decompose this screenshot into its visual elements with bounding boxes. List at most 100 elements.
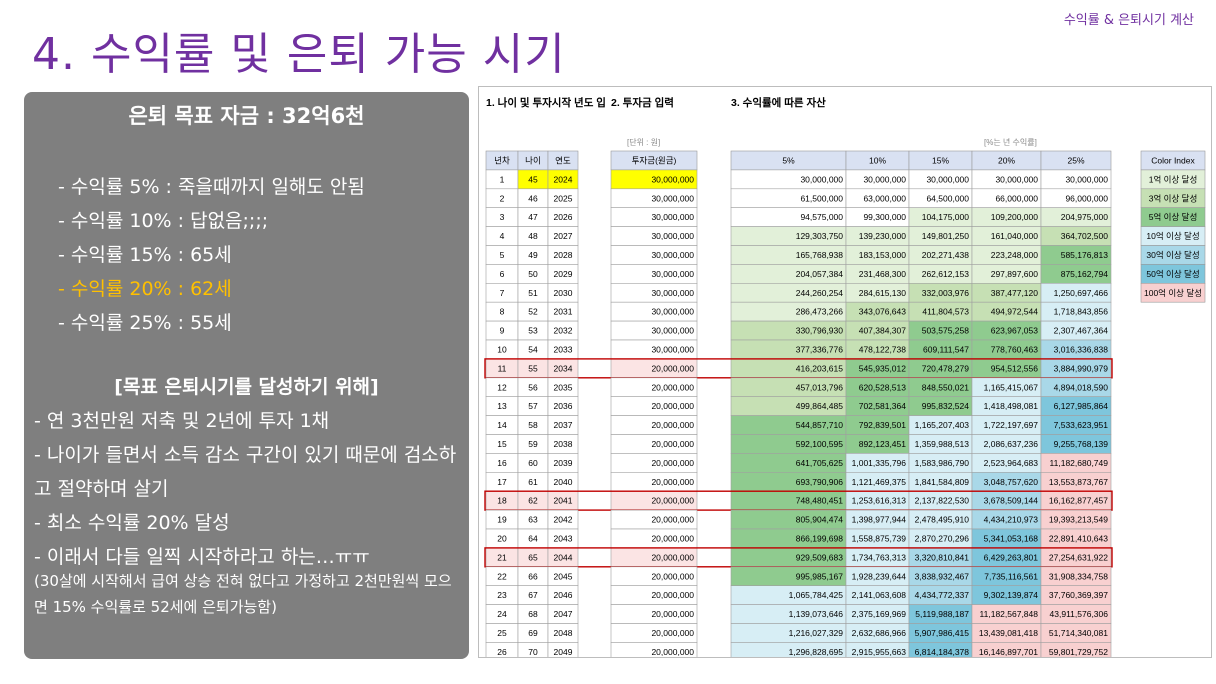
cell-value: 14: [497, 420, 507, 430]
cell-value: 2031: [554, 307, 573, 317]
cell-value: 4: [500, 231, 505, 241]
cell-value: 2034: [554, 363, 573, 373]
cell-value: 5,119,988,187: [915, 609, 969, 619]
cell-value: 995,832,524: [922, 401, 970, 411]
cell-value: 223,248,000: [991, 250, 1039, 260]
cell-value: 63: [528, 515, 538, 525]
cell-value: 30,000,000: [651, 326, 694, 336]
cell-value: 11: [498, 363, 507, 373]
cell-value: 2028: [554, 250, 573, 260]
cell-value: 1,841,584,809: [915, 477, 970, 487]
cell-value: 51,714,340,081: [1049, 628, 1108, 638]
cell-value: 2,307,467,364: [1054, 326, 1109, 336]
cell-value: 20,000,000: [651, 363, 694, 373]
cell-value: 129,303,750: [796, 231, 844, 241]
cell-value: 16,146,897,701: [979, 647, 1038, 657]
cell-value: 1,139,073,646: [789, 609, 844, 619]
header-label: 20%: [998, 155, 1015, 165]
cell-value: 1,722,197,697: [984, 420, 1039, 430]
cell-value: 67: [528, 590, 538, 600]
cell-value: 13,553,873,767: [1049, 477, 1108, 487]
cell-value: 68: [528, 609, 538, 619]
asset-table: 년차 나이 연도 투자금(원금) 5% 10% 15% 20% 25%1 45 2024 30,000…: [484, 150, 1206, 657]
cell-value: 30,000,000: [1065, 174, 1108, 184]
cell-value: 70: [528, 647, 538, 657]
cell-value: 66,000,000: [995, 193, 1038, 203]
cell-value: 16,162,877,457: [1049, 496, 1108, 506]
cell-value: 4,434,210,973: [984, 515, 1039, 525]
cell-value: 620,528,513: [859, 382, 907, 392]
cell-value: 545,935,012: [859, 363, 907, 373]
cell-value: 20,000,000: [651, 496, 694, 506]
cell-value: 43,911,576,306: [1050, 609, 1109, 619]
cell-value: 1,928,239,644: [852, 571, 907, 581]
legend-swatch: [1140, 283, 1206, 303]
cell-value: 623,967,053: [991, 326, 1039, 336]
cell-value: 20,000,000: [651, 552, 694, 562]
cell-value: 65: [528, 552, 538, 562]
cell-value: 12: [497, 382, 507, 392]
legend-label: 3억 이상 달성: [1149, 193, 1198, 203]
cell-value: 3: [500, 212, 505, 222]
sheet-section-1: 1. 나이 및 투자시작 년도 입: [486, 97, 606, 109]
action-item: - 나이가 들면서 소득 감소 구간이 있기 때문에 검소하고 절약하며 살기: [34, 444, 457, 500]
cell-value: 2047: [554, 609, 573, 619]
legend-label: 100억 이상 달성: [1144, 288, 1202, 298]
cell-value: 5: [500, 250, 505, 260]
header-label: 투자금(원금): [632, 155, 677, 165]
cell-value: 1: [500, 174, 505, 184]
cell-value: 2,137,822,530: [915, 496, 970, 506]
cell-value: 62: [528, 496, 538, 506]
cell-value: 1,359,988,513: [915, 439, 970, 449]
cell-value: 503,575,258: [922, 326, 970, 336]
cell-value: 7: [500, 288, 505, 298]
cell-value: 2032: [554, 326, 573, 336]
retirement-goal: 은퇴 목표 자금 : 32억6천: [128, 104, 365, 128]
cell-value: 8: [500, 307, 505, 317]
cell-value: 2046: [554, 590, 573, 600]
cell-value: 1,250,697,466: [1054, 288, 1109, 298]
cell-value: 13: [497, 401, 507, 411]
cell-value: 2,375,169,969: [852, 609, 907, 619]
cell-value: 30,000,000: [651, 344, 694, 354]
action-item: - 연 3천만원 저축 및 2년에 투자 1채: [34, 410, 330, 432]
cell-value: 1,734,763,313: [852, 552, 907, 562]
cell-value: 6,127,985,864: [1054, 401, 1109, 411]
rate-unit-label: [%는 년 수익률]: [984, 138, 1037, 147]
header-label: 년차: [494, 155, 510, 165]
cell-value: 30,000,000: [651, 212, 694, 222]
cell-value: 592,100,595: [796, 439, 844, 449]
cell-value: 23: [497, 590, 507, 600]
cell-value: 99,300,000: [863, 212, 906, 222]
cell-value: 6,429,263,801: [984, 552, 1039, 562]
cell-value: 2,870,270,296: [915, 533, 970, 543]
cell-value: 30,000,000: [651, 231, 694, 241]
cell-value: 2040: [554, 477, 573, 487]
legend-label: 30억 이상 달성: [1146, 250, 1199, 260]
cell-value: 778,760,463: [991, 344, 1039, 354]
cell-value: 30,000,000: [651, 250, 694, 260]
cell-value: 2033: [554, 344, 573, 354]
cell-value: 2025: [554, 193, 573, 203]
cell-value: 3,016,336,838: [1054, 344, 1109, 354]
cell-value: 297,897,600: [991, 269, 1039, 279]
unit-label: [단위 : 원]: [627, 138, 661, 147]
cell-value: 2037: [554, 420, 573, 430]
cell-value: 2,478,495,910: [915, 515, 970, 525]
cell-value: 6,814,184,378: [915, 647, 970, 657]
cell-value: 284,615,130: [859, 288, 907, 298]
cell-value: 2041: [554, 496, 573, 506]
cell-value: 848,550,021: [922, 382, 970, 392]
cell-value: 27,254,631,922: [1049, 552, 1108, 562]
cell-value: 1,253,616,313: [852, 496, 907, 506]
cell-value: 30,000,000: [800, 174, 843, 184]
cell-value: 13,439,081,418: [979, 628, 1038, 638]
cell-value: 30,000,000: [651, 269, 694, 279]
cell-value: 47: [528, 212, 538, 222]
cell-value: 204,975,000: [1061, 212, 1109, 222]
cell-value: 9,255,768,139: [1054, 439, 1109, 449]
cell-value: 377,336,776: [796, 344, 844, 354]
cell-value: 7,533,623,951: [1054, 420, 1109, 430]
cell-value: 45: [528, 174, 538, 184]
cell-value: 1,718,843,856: [1054, 307, 1109, 317]
